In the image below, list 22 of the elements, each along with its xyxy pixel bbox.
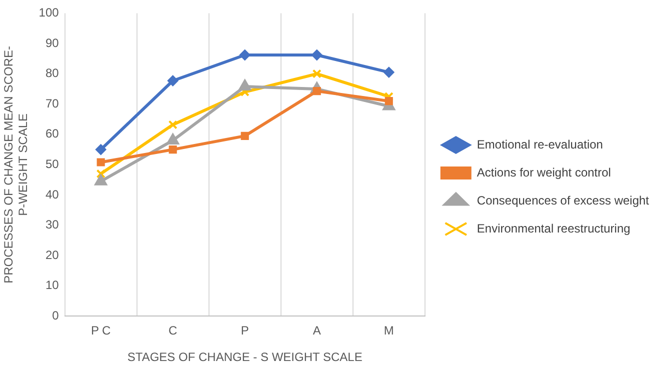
y-axis-title: PROCESSES OF CHANGE MEAN SCORE- P-WEIGHT SCALE xyxy=(2,46,30,284)
x-axis-title: STAGES OF CHANGE - S WEIGHT SCALE xyxy=(127,350,362,364)
x-tick-label: P C xyxy=(90,324,112,338)
y-tick-label: 40 xyxy=(45,187,60,202)
legend-label: Consequences of excess weight xyxy=(476,193,650,208)
legend-label: Emotional re-evaluation xyxy=(476,137,603,152)
y-tick-label: 20 xyxy=(45,248,60,262)
y-tick-label: 80 xyxy=(45,66,60,80)
y-tick-label: 50 xyxy=(45,157,60,172)
y-tick-label: 70 xyxy=(45,96,60,110)
x-tick-label: P xyxy=(240,324,249,338)
y-tick-label: 0 xyxy=(52,308,60,323)
legend-label: Actions for weight control xyxy=(476,165,611,180)
y-tick-label: 60 xyxy=(45,126,60,141)
x-tick-label: A xyxy=(312,324,321,338)
x-tick-label: C xyxy=(168,324,178,338)
x-tick-label: M xyxy=(384,324,394,338)
legend-label: Environmental reestructuring xyxy=(476,221,630,236)
y-tick-label: 10 xyxy=(45,278,60,292)
y-tick-label: 90 xyxy=(45,36,60,50)
y-tick-label: 100 xyxy=(38,6,60,20)
y-tick-label: 30 xyxy=(45,218,60,232)
